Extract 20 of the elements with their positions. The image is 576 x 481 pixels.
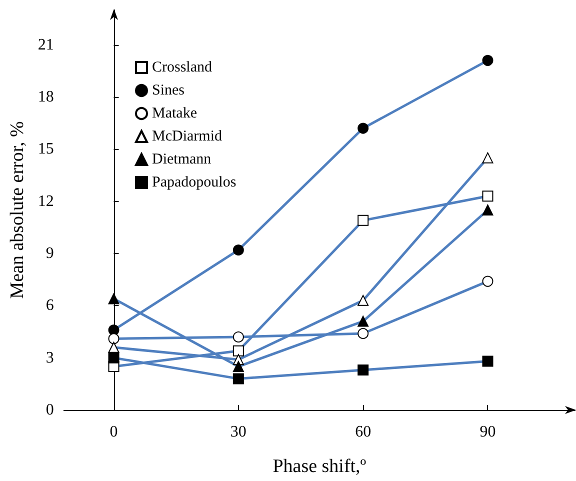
- x-tick-label: 60: [355, 424, 372, 440]
- y-tick-label: 9: [46, 244, 54, 262]
- x-tick-label: 0: [110, 424, 118, 440]
- y-tick-label: 12: [38, 192, 54, 210]
- legend-label: Crossland: [152, 60, 212, 76]
- y-tick-label: 15: [38, 140, 54, 158]
- y-axis-title: Mean absolute error, %: [7, 121, 28, 299]
- y-tick-label: 21: [38, 36, 54, 54]
- legend-label: Sines: [152, 82, 185, 98]
- y-tick-label: 6: [46, 297, 54, 314]
- legend-label: Dietmann: [152, 152, 212, 168]
- x-axis-title: Phase shift,º: [272, 456, 366, 477]
- y-tick-label: 18: [38, 88, 54, 106]
- legend-label: Matake: [152, 106, 198, 122]
- legend-label: McDiarmid: [152, 128, 222, 144]
- y-tick-label: 0: [46, 402, 54, 418]
- x-tick-label: 90: [480, 424, 496, 440]
- y-tick-label: 3: [46, 349, 54, 366]
- legend-label: Papadopoulos: [152, 174, 236, 190]
- x-tick-label: 30: [230, 424, 246, 440]
